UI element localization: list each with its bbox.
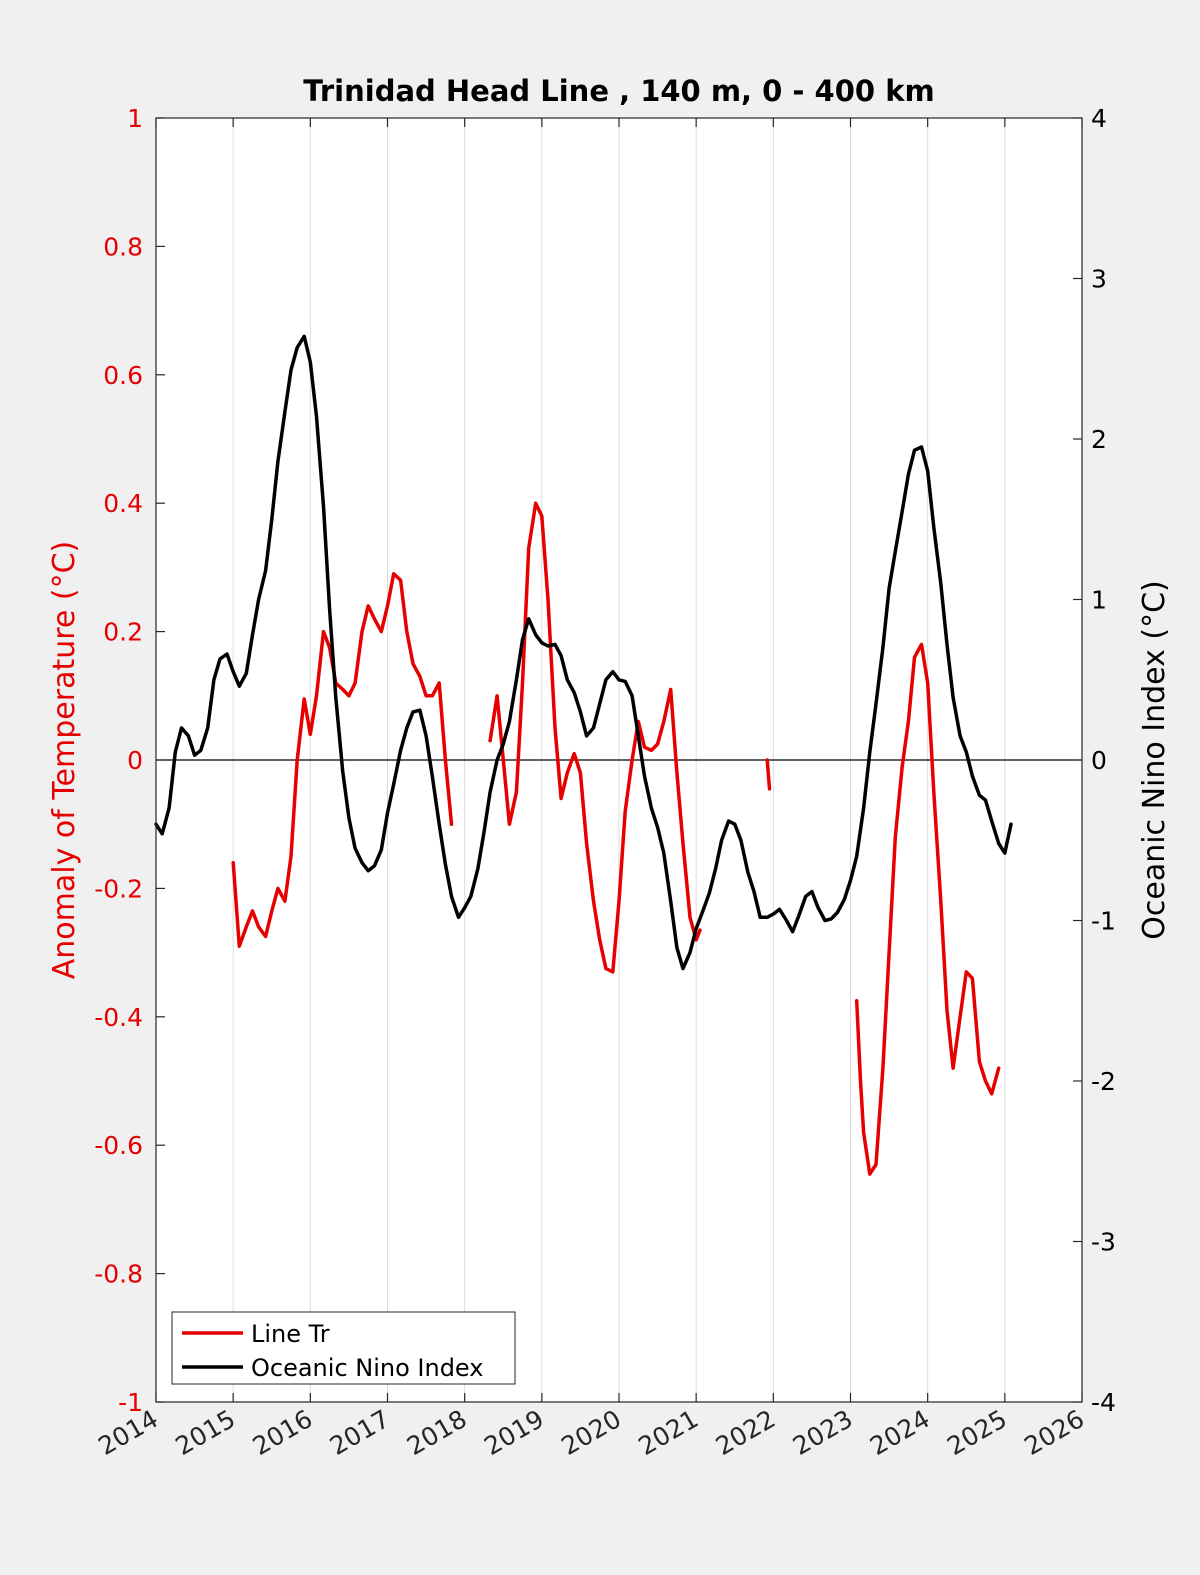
- y-tick-label: -0.8: [94, 1260, 143, 1289]
- y-tick-label: 0: [127, 746, 143, 775]
- y-tick-label: 0.4: [103, 489, 143, 518]
- y-axis-label: Anomaly of Temperature (°C): [47, 541, 82, 980]
- y-tick-label: 0.8: [103, 232, 143, 261]
- series-line-line-tr: [488, 501, 702, 974]
- chart-title: Trinidad Head Line , 140 m, 0 - 400 km: [303, 74, 934, 108]
- y2-tick-label: 2: [1091, 425, 1107, 454]
- y-tick-label: 0.2: [103, 618, 143, 647]
- y-tick-label: 0.6: [103, 361, 143, 390]
- y-tick-label: -0.6: [94, 1131, 143, 1160]
- legend-label-oni: Oceanic Nino Index: [251, 1354, 483, 1382]
- y2-tick-label: 1: [1091, 586, 1107, 615]
- y2-tick-label: 4: [1091, 104, 1107, 133]
- series-line-line-tr: [765, 758, 772, 791]
- series-layer: [154, 334, 1013, 1176]
- y-tick-label: -0.4: [94, 1003, 143, 1032]
- series-line-oceanic-nino-index: [154, 334, 1013, 971]
- y2-tick-label: 0: [1091, 746, 1107, 775]
- y-tick-label: -0.2: [94, 874, 143, 903]
- y2-tick-label: 3: [1091, 265, 1107, 294]
- y-tick-label: 1: [127, 104, 143, 133]
- series-line-line-tr: [854, 642, 1001, 1176]
- y2-tick-label: -4: [1091, 1388, 1116, 1417]
- series-line-line-tr: [231, 572, 454, 948]
- y2-tick-label: -1: [1091, 907, 1116, 936]
- y-tick-label: -1: [118, 1388, 143, 1417]
- y2-tick-label: -2: [1091, 1067, 1116, 1096]
- legend-box: [171, 1311, 516, 1385]
- y2-axis-label: Oceanic Nino Index (°C): [1137, 580, 1172, 940]
- legend-label-line-tr: Line Tr: [251, 1320, 330, 1348]
- legend: Line Tr Oceanic Nino Index: [171, 1311, 516, 1385]
- y2-tick-label: -3: [1091, 1228, 1116, 1257]
